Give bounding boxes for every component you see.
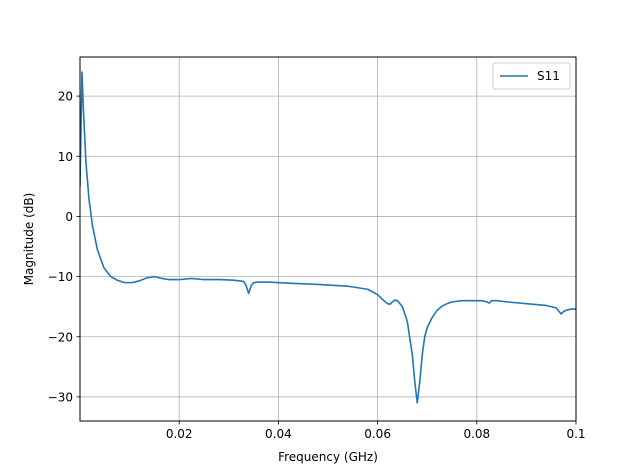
x-tick-label: 0.08: [463, 427, 490, 441]
axes-frame: [79, 56, 577, 422]
x-tick-label: 0.02: [166, 427, 193, 441]
x-tick-label: 0.04: [265, 427, 292, 441]
y-tick-label: 0: [65, 210, 73, 224]
y-tick-label: 10: [58, 150, 73, 164]
grid: [80, 57, 577, 421]
plot-area: [80, 71, 576, 404]
legend-label-s11: S11: [537, 69, 560, 83]
ticks: 0.02 0.04 0.06 0.08 0.1 −30 −20 −10 0 10 20: [48, 90, 586, 441]
series-line-s11: [80, 71, 576, 404]
y-tick-label: −10: [48, 270, 73, 284]
x-tick-label: 0.1: [566, 427, 585, 441]
y-tick-label: 20: [58, 90, 73, 104]
x-axis-label: Frequency (GHz): [278, 450, 378, 464]
y-axis-label: Magnitude (dB): [22, 193, 36, 286]
legend: S11: [492, 62, 571, 90]
legend-box: [492, 62, 571, 90]
y-tick-label: −20: [48, 330, 73, 344]
x-tick-label: 0.06: [364, 427, 391, 441]
y-tick-label: −30: [48, 390, 73, 404]
